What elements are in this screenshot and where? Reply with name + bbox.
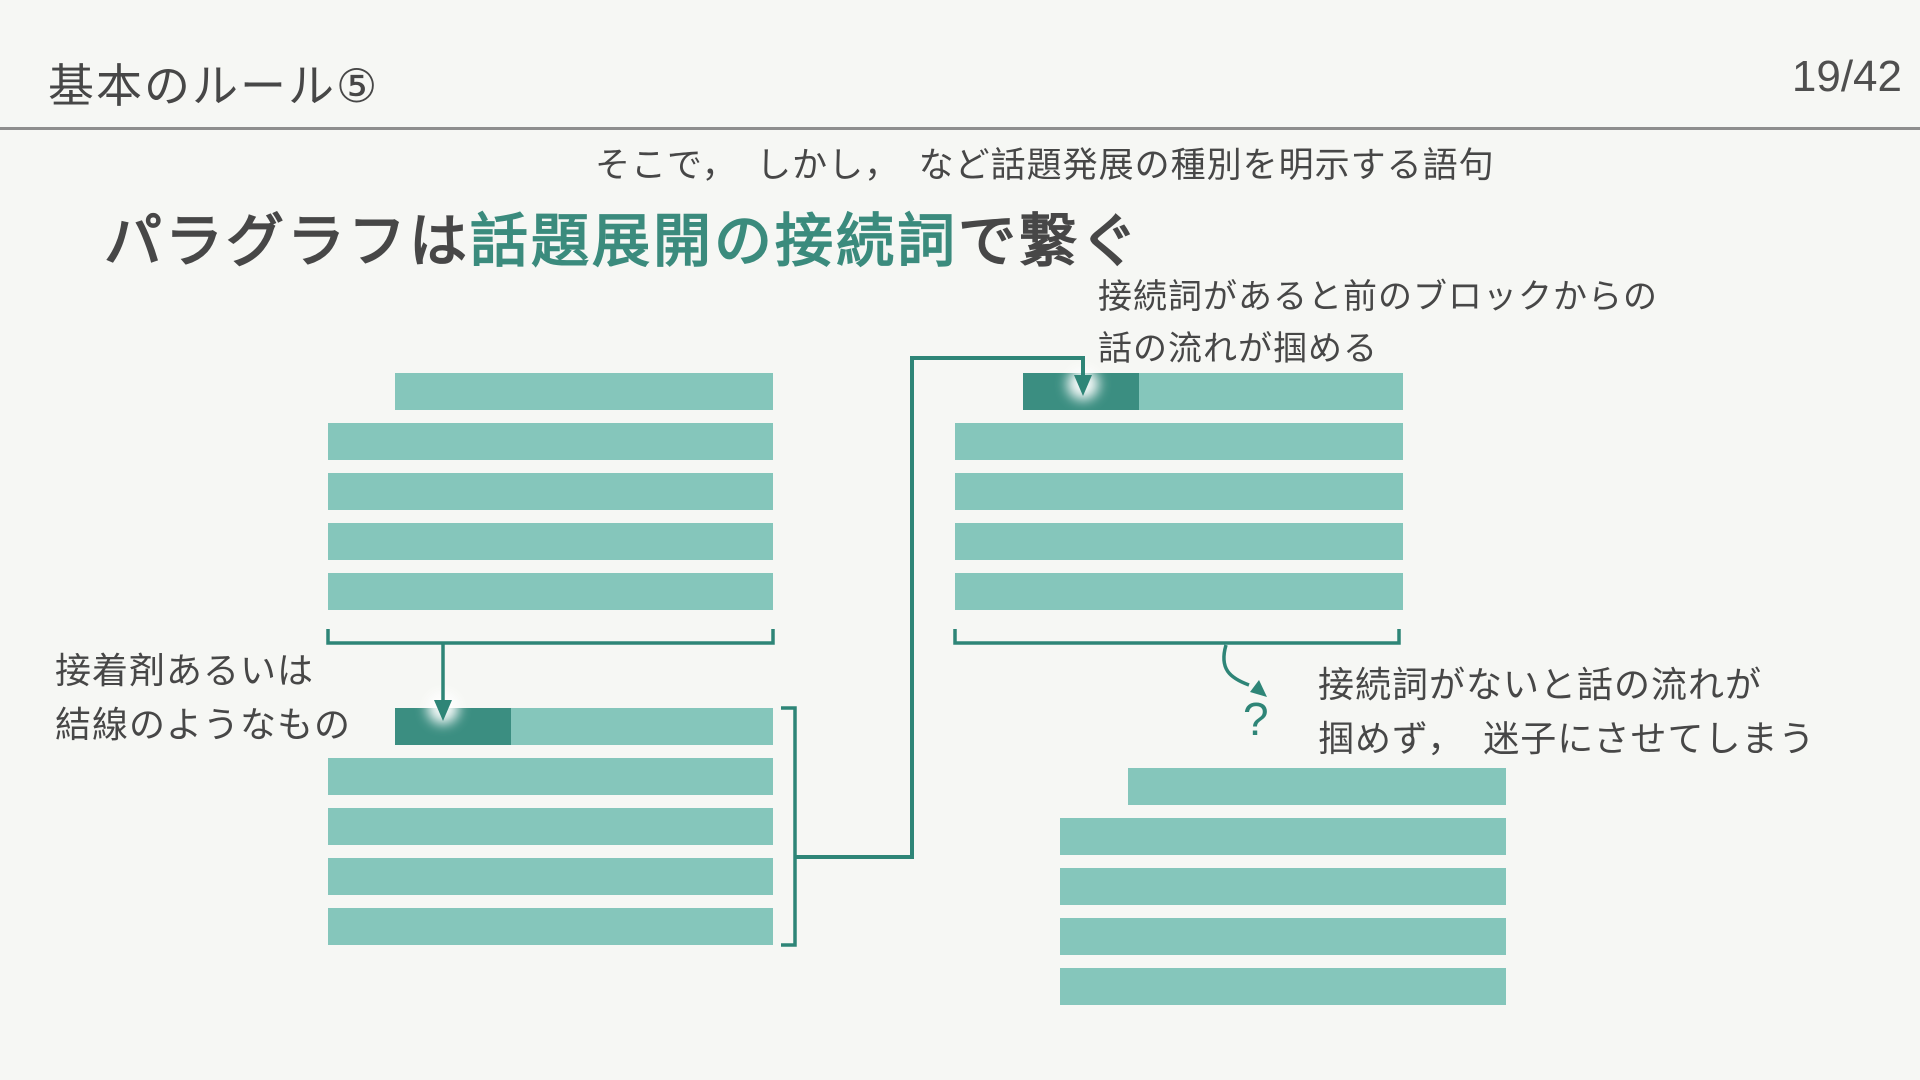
paragraph-line-bar (955, 523, 1403, 560)
paragraph-line-bar (1139, 373, 1403, 410)
annotation-bottom-line1: 接続詞がないと話の流れが (1318, 664, 1763, 705)
main-title-prefix: パラグラフは (104, 209, 471, 274)
paragraph-line-bar (395, 373, 773, 410)
paragraph-line-bar (955, 473, 1403, 510)
paragraph-line-bar (1060, 918, 1506, 955)
annotation-right: 接続詞があると前のブロックからの 話の流れが掴める (1098, 272, 1658, 375)
page-number: 19/42 (1791, 52, 1902, 101)
annotation-bottom-line2: 掴めず， 迷子にさせてしまう (1318, 718, 1816, 759)
paragraph-line-bar (1060, 968, 1506, 1005)
bracket-top-left-block (326, 629, 775, 645)
main-title-suffix: で繋ぐ (958, 209, 1142, 274)
connective-segment (1023, 373, 1139, 410)
bracket-bottom-left-block (781, 706, 797, 947)
paragraph-line-bar (328, 808, 773, 845)
annotation-left: 接着剤あるいは 結線のようなもの (55, 644, 351, 752)
paragraph-line-bar (1060, 868, 1506, 905)
annotation-bottom: 接続詞がないと話の流れが 掴めず， 迷子にさせてしまう (1318, 658, 1815, 766)
annotation-left-line1: 接着剤あるいは (55, 650, 315, 691)
annotation-right-line2: 話の流れが掴める (1098, 329, 1378, 368)
main-title-highlight: 話題展開の接続詞 (470, 209, 959, 274)
paragraph-line-bar (328, 423, 773, 460)
paragraph-line-bar (328, 473, 773, 510)
question-mark: ? (1243, 693, 1269, 745)
annotation-right-line1: 接続詞があると前のブロックからの (1098, 278, 1658, 316)
paragraph-line-bar (328, 758, 773, 795)
header-divider (0, 127, 1920, 130)
annotation-top: そこで， しかし， など話題発展の種別を明示する語句 (595, 146, 1495, 185)
paragraph-line-bar (328, 858, 773, 895)
paragraph-line-bar (955, 573, 1403, 610)
bracket-top-right-block (953, 629, 1401, 645)
paragraph-line-bar (328, 573, 773, 610)
main-title: パラグラフは話題展開の接続詞で繋ぐ (104, 194, 1141, 278)
paragraph-line-bar (1128, 768, 1506, 805)
paragraph-line-bar (328, 908, 773, 945)
connective-segment (395, 708, 511, 745)
paragraph-line-bar (328, 523, 773, 560)
squiggly-arrow (1222, 644, 1250, 687)
paragraph-line-bar (955, 423, 1403, 460)
paragraph-line-bar (511, 708, 773, 745)
slide-header-title: 基本のルール⑤ (48, 60, 380, 112)
paragraph-line-bar (1060, 818, 1506, 855)
annotation-left-line2: 結線のようなもの (55, 704, 352, 745)
